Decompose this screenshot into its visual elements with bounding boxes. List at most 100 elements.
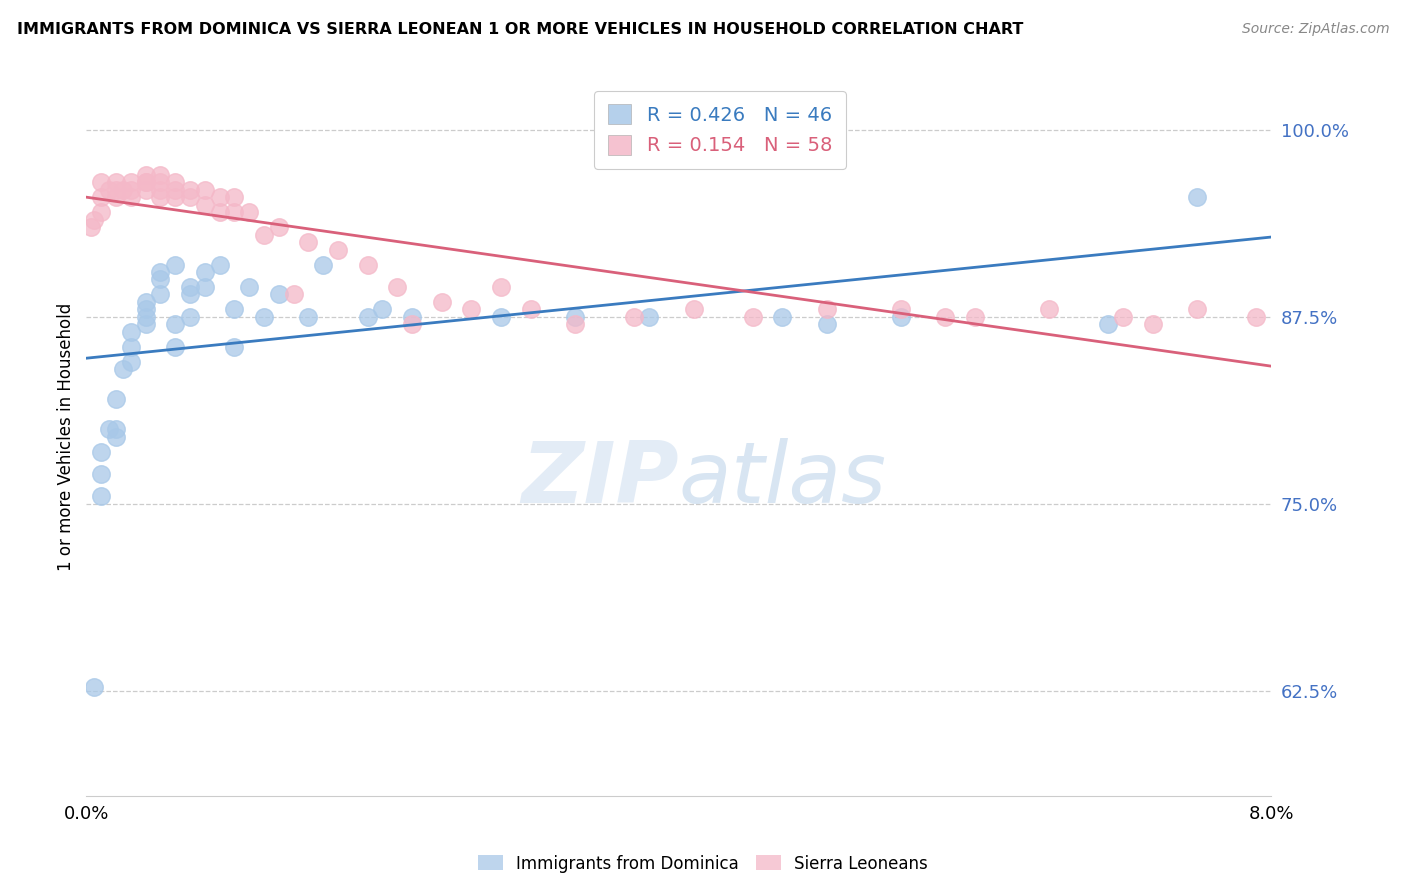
Point <box>90 467 112 481</box>
Point <box>238 205 260 219</box>
Point <box>135 294 157 309</box>
Point <box>1112 310 1135 324</box>
Point <box>194 183 217 197</box>
Point <box>623 310 645 324</box>
Point <box>253 310 276 324</box>
Point <box>815 318 838 332</box>
Point <box>890 310 912 324</box>
Point <box>120 340 142 354</box>
Point <box>312 258 335 272</box>
Point <box>135 302 157 317</box>
Point <box>83 212 105 227</box>
Point <box>90 175 112 189</box>
Point <box>357 258 380 272</box>
Point <box>149 265 172 279</box>
Text: ZIP: ZIP <box>522 438 679 521</box>
Point <box>194 280 217 294</box>
Point <box>770 310 793 324</box>
Point <box>120 183 142 197</box>
Point <box>90 205 112 219</box>
Point <box>165 175 187 189</box>
Point <box>165 183 187 197</box>
Text: atlas: atlas <box>679 438 887 521</box>
Point <box>326 243 349 257</box>
Point <box>97 183 120 197</box>
Point <box>357 310 380 324</box>
Point <box>208 190 231 204</box>
Point <box>460 302 482 317</box>
Point <box>741 310 763 324</box>
Point <box>401 310 423 324</box>
Point <box>179 287 201 301</box>
Point <box>1097 318 1119 332</box>
Point <box>135 175 157 189</box>
Point <box>224 302 246 317</box>
Point <box>135 310 157 324</box>
Point <box>104 422 127 436</box>
Point <box>135 318 157 332</box>
Y-axis label: 1 or more Vehicles in Household: 1 or more Vehicles in Household <box>58 302 75 571</box>
Point <box>149 175 172 189</box>
Point <box>682 302 704 317</box>
Text: IMMIGRANTS FROM DOMINICA VS SIERRA LEONEAN 1 OR MORE VEHICLES IN HOUSEHOLD CORRE: IMMIGRANTS FROM DOMINICA VS SIERRA LEONE… <box>17 22 1024 37</box>
Point <box>83 680 105 694</box>
Point <box>179 190 201 204</box>
Point <box>489 310 512 324</box>
Point <box>208 205 231 219</box>
Legend: R = 0.426   N = 46, R = 0.154   N = 58: R = 0.426 N = 46, R = 0.154 N = 58 <box>595 91 846 169</box>
Point <box>149 168 172 182</box>
Point <box>112 183 135 197</box>
Point <box>149 272 172 286</box>
Point <box>165 190 187 204</box>
Point <box>815 302 838 317</box>
Point <box>253 227 276 242</box>
Point <box>297 310 319 324</box>
Point <box>934 310 956 324</box>
Point <box>120 190 142 204</box>
Point <box>90 444 112 458</box>
Point <box>165 318 187 332</box>
Point <box>297 235 319 249</box>
Point <box>283 287 305 301</box>
Point <box>638 310 661 324</box>
Point <box>224 205 246 219</box>
Point <box>179 310 201 324</box>
Point <box>104 429 127 443</box>
Point <box>387 280 409 294</box>
Point <box>165 258 187 272</box>
Point <box>224 340 246 354</box>
Point <box>1185 302 1208 317</box>
Point <box>120 175 142 189</box>
Point <box>135 175 157 189</box>
Point <box>194 265 217 279</box>
Point <box>104 175 127 189</box>
Point <box>1246 310 1268 324</box>
Point <box>564 318 586 332</box>
Point <box>224 190 246 204</box>
Point <box>489 280 512 294</box>
Point <box>149 190 172 204</box>
Point <box>149 183 172 197</box>
Point <box>371 302 394 317</box>
Point <box>267 287 290 301</box>
Point <box>1185 190 1208 204</box>
Point <box>267 220 290 235</box>
Point <box>238 280 260 294</box>
Point <box>430 294 453 309</box>
Point <box>90 190 112 204</box>
Point <box>179 280 201 294</box>
Point <box>1142 318 1164 332</box>
Text: Source: ZipAtlas.com: Source: ZipAtlas.com <box>1241 22 1389 37</box>
Legend: Immigrants from Dominica, Sierra Leoneans: Immigrants from Dominica, Sierra Leonean… <box>471 848 935 880</box>
Point <box>963 310 986 324</box>
Point <box>104 183 127 197</box>
Point <box>104 190 127 204</box>
Point <box>90 490 112 504</box>
Point <box>104 392 127 407</box>
Point <box>112 362 135 376</box>
Point <box>208 258 231 272</box>
Point <box>149 287 172 301</box>
Point <box>97 422 120 436</box>
Point <box>401 318 423 332</box>
Point <box>519 302 541 317</box>
